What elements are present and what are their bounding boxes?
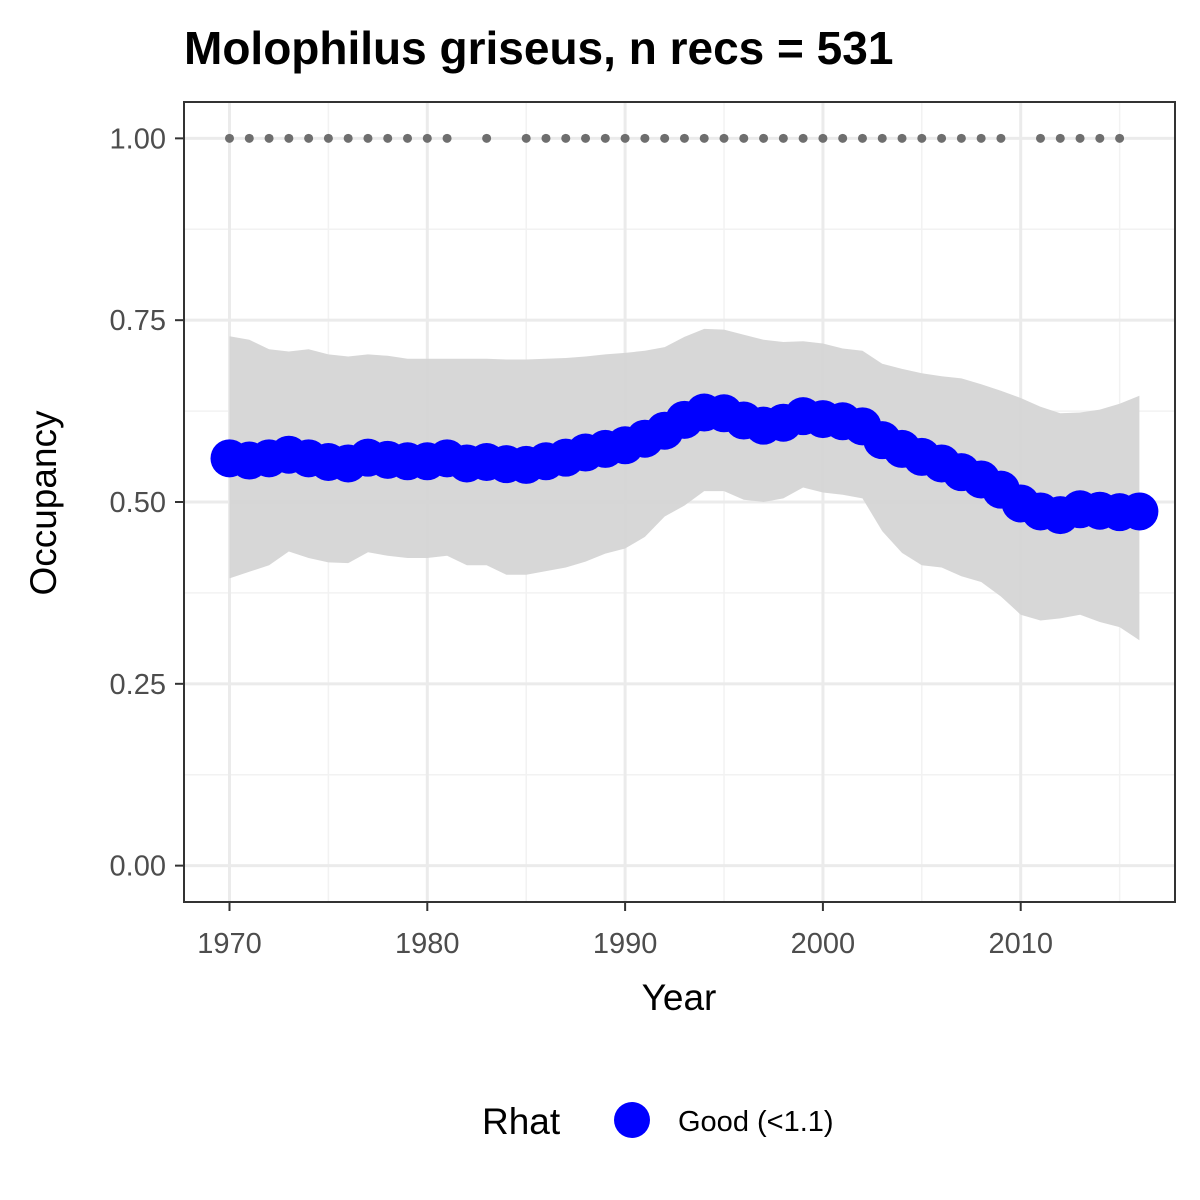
occupancy-points-layer xyxy=(210,393,1159,535)
record-year-point xyxy=(660,133,670,143)
y-tick-label: 0.25 xyxy=(110,669,166,701)
occupancy-point xyxy=(1120,492,1159,531)
record-year-point xyxy=(1055,133,1065,143)
record-year-point xyxy=(1095,133,1105,143)
x-tick-label: 2010 xyxy=(988,928,1053,960)
plot-panel xyxy=(183,101,1176,903)
record-year-point xyxy=(541,133,551,143)
record-year-point xyxy=(442,133,452,143)
y-axis: 0.00 0.25 0.50 0.75 1.00 xyxy=(110,123,184,883)
record-year-points-layer xyxy=(224,133,1125,143)
record-year-point xyxy=(719,133,729,143)
y-tick-label: 0.50 xyxy=(110,487,166,519)
record-year-point xyxy=(759,133,769,143)
record-year-point xyxy=(224,133,234,143)
record-year-point xyxy=(304,133,314,143)
y-tick-label: 0.00 xyxy=(110,851,166,883)
record-year-point xyxy=(838,133,848,143)
record-year-point xyxy=(976,133,986,143)
record-year-point xyxy=(699,133,709,143)
y-tick-label: 1.00 xyxy=(110,123,166,155)
record-year-point xyxy=(640,133,650,143)
record-year-point xyxy=(798,133,808,143)
record-year-point xyxy=(778,133,788,143)
record-year-point xyxy=(521,133,531,143)
y-tick-label: 0.75 xyxy=(110,305,166,337)
record-year-point xyxy=(363,133,373,143)
record-year-point xyxy=(323,133,333,143)
record-year-point xyxy=(1075,133,1085,143)
record-year-point xyxy=(343,133,353,143)
record-year-point xyxy=(1035,133,1045,143)
y-axis-title: Occupancy xyxy=(23,410,64,596)
x-tick-label: 1980 xyxy=(395,928,460,960)
chart-title: Molophilus griseus, n recs = 531 xyxy=(184,22,893,74)
record-year-point xyxy=(284,133,294,143)
record-year-point xyxy=(561,133,571,143)
legend-title: Rhat xyxy=(482,1101,561,1142)
record-year-point xyxy=(422,133,432,143)
confidence-ribbon xyxy=(229,328,1140,641)
confidence-ribbon-layer xyxy=(229,328,1140,641)
record-year-point xyxy=(996,133,1006,143)
record-year-point xyxy=(482,133,492,143)
legend: Rhat Good (<1.1) xyxy=(482,1101,834,1142)
x-axis-title: Year xyxy=(642,977,717,1018)
record-year-point xyxy=(1115,133,1125,143)
x-tick-label: 2000 xyxy=(791,928,856,960)
record-year-point xyxy=(600,133,610,143)
record-year-point xyxy=(581,133,591,143)
record-year-point xyxy=(818,133,828,143)
record-year-point xyxy=(383,133,393,143)
record-year-point xyxy=(244,133,254,143)
legend-label-good: Good (<1.1) xyxy=(678,1106,834,1138)
record-year-point xyxy=(917,133,927,143)
record-year-point xyxy=(264,133,274,143)
record-year-point xyxy=(403,133,413,143)
x-axis: 1970 1980 1990 2000 2010 xyxy=(197,902,1053,960)
x-tick-label: 1990 xyxy=(593,928,658,960)
record-year-point xyxy=(877,133,887,143)
record-year-point xyxy=(739,133,749,143)
record-year-point xyxy=(956,133,966,143)
record-year-point xyxy=(857,133,867,143)
record-year-point xyxy=(897,133,907,143)
record-year-point xyxy=(937,133,947,143)
record-year-point xyxy=(679,133,689,143)
x-tick-label: 1970 xyxy=(197,928,262,960)
record-year-point xyxy=(620,133,630,143)
legend-key-good xyxy=(614,1102,650,1138)
